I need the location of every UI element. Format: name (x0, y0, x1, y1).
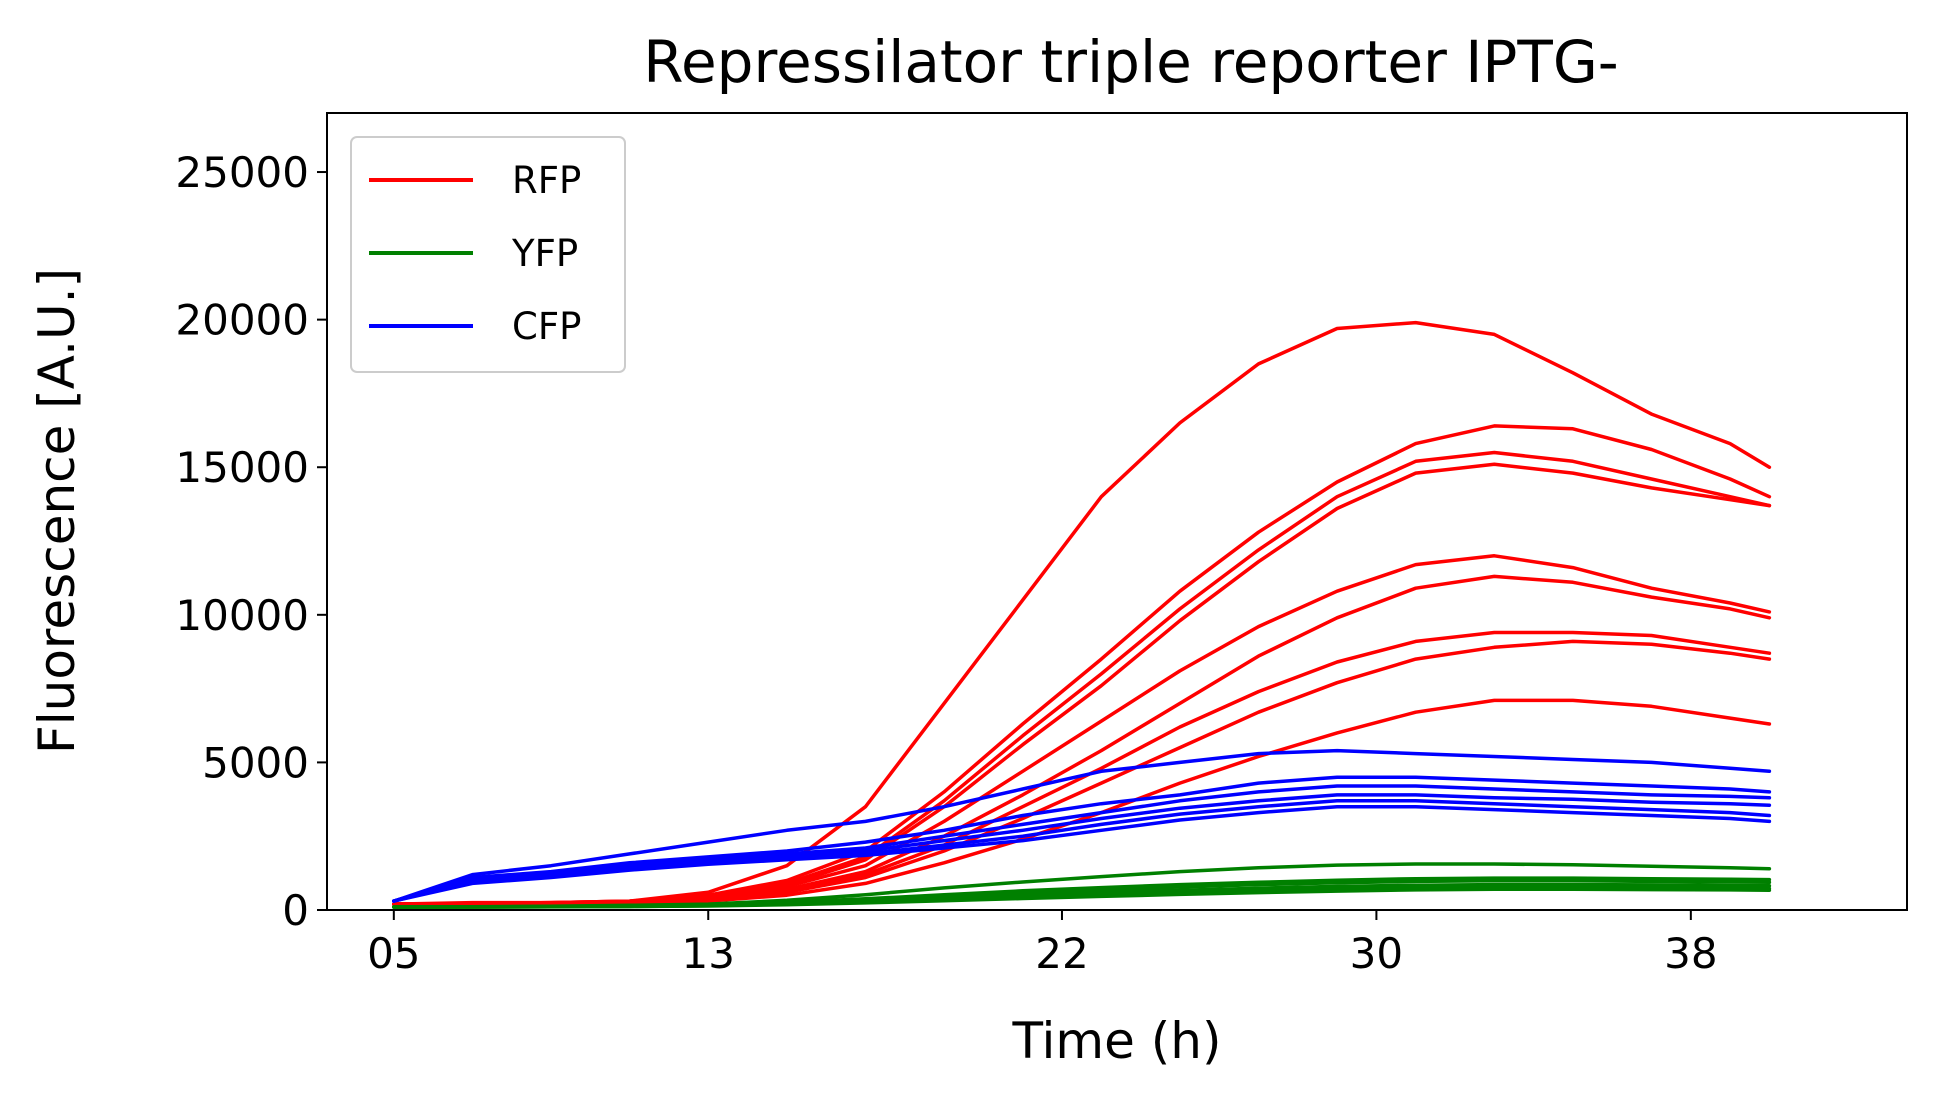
legend-label-cfp: CFP (512, 305, 581, 348)
x-tick-label: 38 (1664, 929, 1717, 978)
legend: RFP YFP CFP (350, 136, 626, 373)
y-tick-label: 10000 (175, 591, 309, 640)
x-tick-label: 30 (1350, 929, 1403, 978)
series-line-yfp-14 (392, 887, 1772, 909)
x-axis-label: Time (h) (1012, 1012, 1222, 1070)
legend-entries: RFP YFP CFP (369, 159, 581, 348)
series-line-cfp-16 (392, 775, 1772, 903)
series-line-cfp-20 (392, 804, 1772, 903)
x-tick-label: 13 (682, 929, 735, 978)
y-tick-label: 15000 (175, 443, 309, 492)
series-line-cfp-15 (392, 748, 1772, 903)
chart-title: Repressilator triple reporter IPTG- (643, 28, 1618, 96)
y-tick-label: 25000 (175, 148, 309, 197)
x-axis-ticks: 05 13 22 30 38 (367, 910, 1718, 978)
y-axis-ticks: 0 5000 10000 15000 20000 25000 (175, 148, 327, 935)
legend-box (350, 136, 626, 373)
x-tick-label: 22 (1035, 929, 1088, 978)
y-axis-label: Fluorescence [A.U.] (28, 268, 86, 754)
y-tick-label: 20000 (175, 296, 309, 345)
series-layer (392, 320, 1772, 909)
x-tick-label: 05 (367, 929, 420, 978)
y-tick-label: 5000 (202, 738, 309, 787)
legend-label-rfp: RFP (512, 159, 581, 202)
legend-label-yfp: YFP (511, 232, 578, 275)
y-tick-label: 0 (282, 886, 309, 935)
plot-frame (326, 112, 1908, 911)
